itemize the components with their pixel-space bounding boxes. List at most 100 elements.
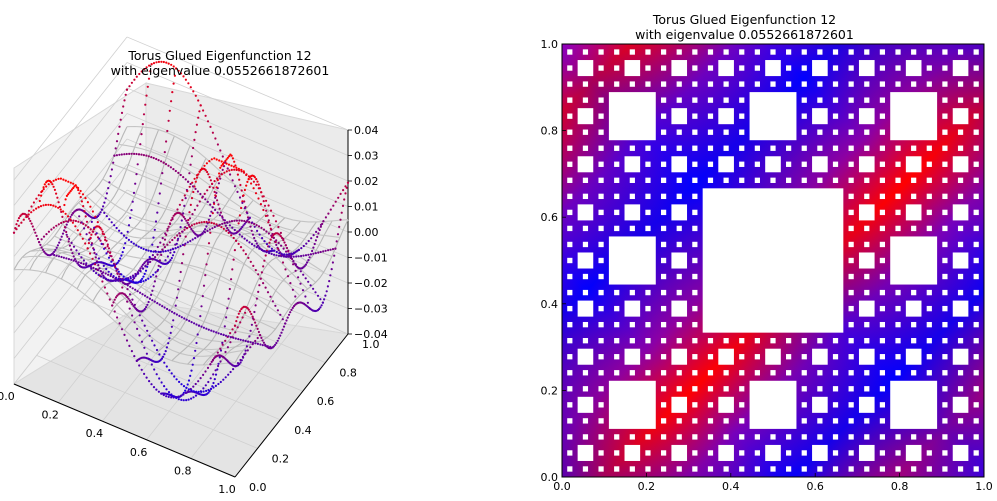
scatter-point bbox=[122, 275, 125, 278]
scatter-point bbox=[108, 218, 111, 221]
scatter-point bbox=[273, 253, 276, 256]
scatter-point bbox=[241, 201, 244, 204]
scatter-point bbox=[199, 234, 202, 237]
carpet-hole bbox=[801, 65, 807, 71]
scatter-point bbox=[206, 229, 209, 232]
scatter-point bbox=[135, 244, 138, 247]
scatter-point bbox=[254, 321, 257, 324]
carpet-hole bbox=[692, 65, 698, 71]
carpet-hole bbox=[754, 65, 760, 71]
carpet-hole bbox=[660, 113, 667, 119]
scatter-point bbox=[75, 260, 78, 263]
carpet-hole bbox=[739, 177, 745, 183]
scatter-point bbox=[163, 353, 166, 356]
scatter-point bbox=[113, 224, 116, 227]
carpet-hole bbox=[817, 81, 823, 87]
scatter-point bbox=[31, 225, 34, 228]
carpet-hole bbox=[754, 434, 760, 440]
scatter-point bbox=[83, 210, 86, 213]
carpet-hole bbox=[911, 225, 917, 232]
scatter-point bbox=[285, 253, 288, 256]
scatter-point bbox=[176, 239, 179, 242]
scatter-point bbox=[221, 155, 224, 158]
scatter-point bbox=[188, 217, 192, 220]
scatter-point bbox=[36, 237, 40, 241]
carpet-hole bbox=[926, 338, 932, 344]
scatter-point bbox=[133, 306, 136, 309]
carpet-hole bbox=[671, 252, 688, 269]
carpet-hole bbox=[660, 65, 667, 71]
scatter-point bbox=[57, 201, 60, 204]
scatter-point bbox=[256, 327, 259, 330]
scatter-point bbox=[346, 181, 350, 184]
x-tick-label: 0.0 bbox=[553, 480, 571, 493]
scatter-point bbox=[226, 221, 229, 224]
scatter-point bbox=[342, 189, 345, 192]
scatter-point bbox=[231, 226, 234, 229]
carpet-hole bbox=[973, 145, 979, 151]
scatter3d-panel: Torus Glued Eigenfunction 12 with eigenv… bbox=[0, 0, 440, 497]
carpet-hole bbox=[786, 466, 792, 472]
scatter-point bbox=[186, 221, 189, 224]
carpet-hole bbox=[817, 418, 823, 424]
scatter-point bbox=[195, 341, 198, 345]
scatter-point bbox=[135, 173, 138, 176]
scatter-point bbox=[248, 335, 251, 338]
scatter-point bbox=[240, 219, 243, 222]
carpet-hole bbox=[629, 289, 635, 296]
scatter-point bbox=[94, 256, 97, 259]
scatter-point bbox=[219, 349, 223, 352]
scatter-point bbox=[166, 229, 169, 232]
scatter-point bbox=[247, 308, 250, 311]
scatter-point bbox=[57, 206, 60, 209]
scatter-point bbox=[170, 396, 173, 399]
scatter-point bbox=[239, 183, 242, 187]
carpet-hole bbox=[973, 81, 979, 87]
scatter-point bbox=[167, 395, 170, 398]
scatter-point bbox=[173, 213, 177, 216]
scatter-point bbox=[174, 243, 177, 246]
carpet-hole bbox=[660, 241, 667, 248]
scatter-point bbox=[111, 259, 114, 262]
scatter-point bbox=[325, 290, 328, 293]
scatter-point bbox=[78, 215, 81, 218]
carpet-hole bbox=[692, 354, 698, 360]
carpet-hole bbox=[973, 450, 979, 456]
y-axis-line bbox=[234, 333, 349, 478]
scatter-point bbox=[219, 380, 222, 384]
carpet-hole bbox=[739, 370, 745, 376]
scatter-point bbox=[55, 192, 58, 195]
scatter-point bbox=[253, 225, 256, 228]
carpet-hole bbox=[942, 466, 948, 472]
carpet-hole bbox=[942, 209, 948, 216]
scatter-point bbox=[126, 230, 129, 233]
scatter-point bbox=[259, 343, 262, 346]
carpet-hole bbox=[942, 354, 948, 360]
scatter-point bbox=[177, 171, 180, 174]
carpet-hole bbox=[973, 225, 979, 232]
carpet-hole bbox=[832, 434, 839, 440]
scatter-point bbox=[101, 280, 104, 283]
scatter-point bbox=[47, 230, 51, 233]
scatter-point bbox=[85, 233, 88, 236]
scatter-point bbox=[175, 313, 178, 316]
carpet-hole bbox=[567, 209, 573, 216]
carpet-hole bbox=[692, 402, 698, 408]
scatter-point bbox=[125, 236, 128, 239]
scatter-point bbox=[134, 274, 137, 277]
scatter-point bbox=[63, 203, 66, 207]
scatter-point bbox=[280, 331, 283, 334]
scatter-point bbox=[242, 194, 245, 197]
carpet-hole bbox=[598, 225, 604, 232]
carpet-hole bbox=[676, 193, 682, 200]
scatter-point bbox=[84, 242, 87, 245]
scatter-point bbox=[151, 258, 154, 261]
scatter-point bbox=[65, 194, 68, 197]
scatter-point bbox=[73, 258, 77, 261]
scatter-point bbox=[254, 339, 257, 343]
carpet-hole bbox=[765, 60, 781, 77]
carpet-hole bbox=[911, 49, 917, 55]
scatter-point bbox=[104, 236, 107, 239]
scatter-point bbox=[178, 232, 181, 235]
scatter-point bbox=[62, 178, 65, 181]
